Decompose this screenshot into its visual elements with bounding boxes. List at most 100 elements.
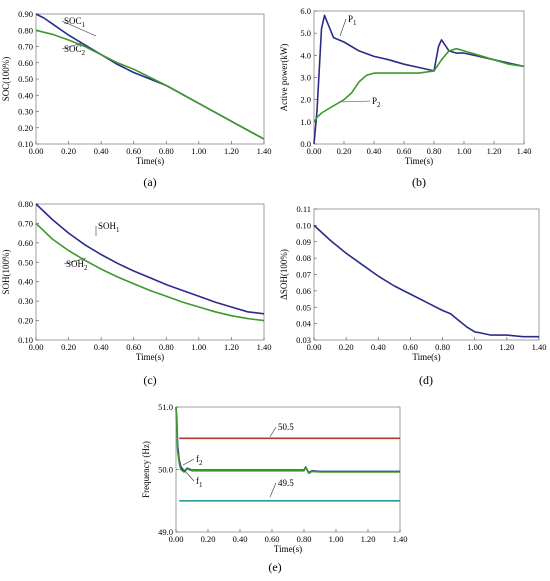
panel-label: (c): [143, 373, 156, 387]
x-tick-label: 1.20: [224, 146, 239, 156]
series-annotation: 49.5: [278, 478, 294, 488]
y-tick-label: 5.0: [300, 28, 311, 38]
y-tick-label: 0.60: [18, 58, 33, 68]
annotation-text: f: [196, 454, 199, 464]
y-tick-label: 0.70: [18, 42, 33, 52]
x-tick-label: 1.40: [257, 342, 272, 352]
series-annotation: P2: [372, 96, 381, 109]
x-tick-label: 0.60: [126, 342, 141, 352]
series-annotation: P1: [348, 14, 357, 27]
x-tick-label: 0.00: [307, 342, 322, 352]
x-tick-label: 1.00: [329, 534, 344, 544]
y-tick-label: 0.30: [18, 296, 33, 306]
y-tick-label: 0.04: [296, 319, 312, 329]
y-tick-label: 0.30: [18, 107, 33, 117]
y-tick-label: 6.0: [300, 6, 311, 16]
x-tick-label: 0.40: [367, 146, 382, 156]
annotation-text: SOH: [98, 221, 117, 231]
x-tick-label: 0.40: [94, 146, 109, 156]
y-tick-label: 0.07: [296, 270, 311, 280]
annotation-leader: [341, 100, 371, 103]
y-tick-label: 0.08: [296, 253, 311, 263]
x-tick-label: 1.00: [191, 342, 206, 352]
x-tick-label: 0.80: [159, 342, 174, 352]
x-tick-label: 0.20: [339, 342, 354, 352]
plot-frame: [313, 10, 525, 145]
panel-label: (e): [268, 560, 281, 574]
series-line-soc2: [35, 29, 265, 140]
x-tick-label: 0.80: [427, 146, 442, 156]
y-tick-label: 3.0: [300, 73, 311, 83]
annotation-text: SOC: [64, 44, 82, 54]
annotation-text: f: [196, 476, 199, 486]
x-axis-label: Time(s): [412, 352, 440, 362]
x-tick-label: 0.40: [94, 342, 109, 352]
y-tick-label: 0.10: [296, 220, 311, 230]
annotation-text: P: [372, 96, 377, 106]
annotation-text: 49.5: [278, 478, 294, 488]
annotation-leader: [61, 42, 83, 50]
chart-panel-b: 0.00 0.20 0.40 0.60 0.80 1.00 1.20 1.40 0.0 1.0 2.…: [279, 6, 531, 189]
x-tick-label: 0.60: [265, 534, 280, 544]
y-tick-label: 1.0: [300, 117, 311, 127]
x-tick-label: 0.20: [337, 146, 352, 156]
chart-panel-e: 0.00 0.20 0.40 0.60 0.80 1.00 1.20 1.40 49.0 50.0…: [141, 402, 407, 574]
x-tick-label: 0.20: [61, 342, 76, 352]
annotation-leader: [269, 482, 277, 498]
series-line-soh2: [35, 222, 265, 322]
x-axis-label: Time(s): [136, 352, 164, 362]
annotation-leader: [182, 458, 195, 466]
annotation-leader: [63, 257, 87, 265]
y-tick-label: 0.50: [18, 257, 33, 267]
series-line-p1: [313, 14, 525, 145]
annotation-subscript: 2: [199, 459, 203, 467]
y-tick-label: 51.0: [158, 402, 173, 412]
x-tick-label: 1.40: [532, 342, 547, 352]
annotation-subscript: 2: [377, 101, 381, 109]
x-tick-label: 0.80: [297, 534, 312, 544]
series-annotation: 50.5: [278, 422, 294, 432]
annotation-leader: [339, 18, 347, 37]
panel-label: (d): [419, 373, 433, 387]
y-axis-label: SOH(100%): [1, 250, 11, 295]
x-tick-label: 1.00: [467, 342, 482, 352]
y-tick-label: 0.10: [18, 335, 33, 345]
x-tick-label: 0.80: [435, 342, 450, 352]
x-tick-label: 0.40: [371, 342, 386, 352]
series-line-f1: [175, 406, 400, 474]
x-axis-label: Time(s): [136, 156, 164, 166]
series-annotation: SOH2: [66, 259, 88, 272]
x-tick-label: 1.40: [257, 146, 272, 156]
y-tick-label: 49.0: [158, 527, 173, 537]
x-axis-label: Time(s): [274, 544, 302, 554]
x-tick-label: 0.20: [61, 146, 76, 156]
y-tick-label: 0.05: [296, 302, 311, 312]
y-tick-label: 2.0: [300, 95, 311, 105]
y-tick-label: 0.40: [18, 277, 33, 287]
series-line-p2: [313, 47, 525, 123]
y-axis-label: ΔSOH(100%): [279, 249, 289, 300]
annotation-leader: [182, 468, 195, 482]
y-tick-label: 0.40: [18, 90, 33, 100]
series-annotation: SOC1: [64, 16, 86, 29]
y-tick-label: 0.03: [296, 335, 311, 345]
series-line-soh: [313, 224, 539, 338]
chart-panel-d: 0.00 0.20 0.40 0.60 0.80 1.00 1.20 1.40 0.03 0.04…: [279, 204, 546, 387]
series-annotation: SOC2: [64, 44, 86, 57]
x-tick-label: 0.00: [169, 534, 184, 544]
x-tick-label: 1.40: [393, 534, 408, 544]
plot-frame: [313, 208, 540, 341]
y-tick-label: 0.20: [18, 316, 33, 326]
x-tick-label: 0.40: [233, 534, 248, 544]
annotation-text: SOC: [64, 16, 82, 26]
x-tick-label: 0.00: [29, 146, 44, 156]
x-tick-label: 1.20: [499, 342, 514, 352]
y-tick-label: 0.60: [18, 238, 33, 248]
x-tick-label: 0.80: [159, 146, 174, 156]
x-tick-label: 1.40: [517, 146, 532, 156]
y-tick-label: 0.80: [18, 25, 33, 35]
x-tick-label: 1.20: [487, 146, 502, 156]
series-annotation: SOH1: [98, 221, 120, 234]
y-tick-label: 0.50: [18, 74, 33, 84]
